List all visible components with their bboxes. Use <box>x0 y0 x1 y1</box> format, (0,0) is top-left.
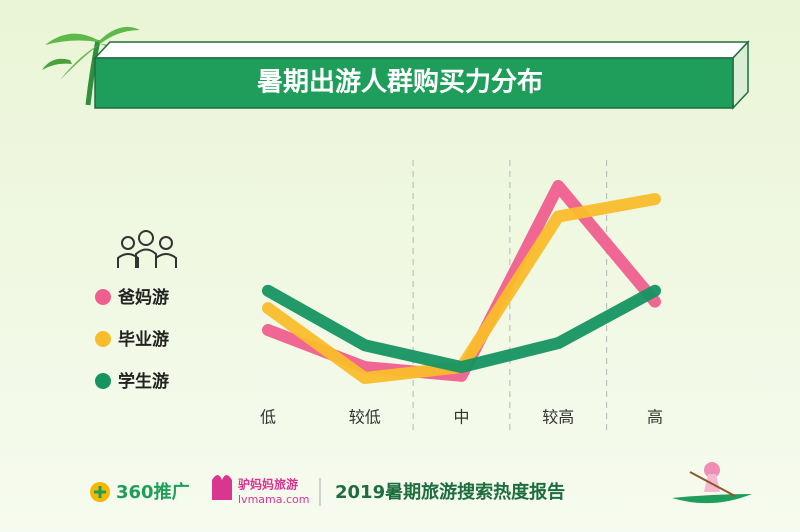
x-tick-label: 中 <box>453 408 469 427</box>
people-icon <box>117 230 177 268</box>
legend-marker <box>95 289 111 305</box>
chart-title: 暑期出游人群购买力分布 <box>257 68 543 98</box>
palm-decoration <box>42 26 140 106</box>
legend-marker <box>95 331 111 347</box>
legend-label: 学生游 <box>118 371 169 392</box>
footer: 360推广 驴妈妈旅游 lvmama.com 2019暑期旅游搜索热度报告 <box>90 462 752 506</box>
title-banner <box>93 40 750 110</box>
report-title: 2019暑期旅游搜索热度报告 <box>335 481 565 503</box>
legend-label: 毕业游 <box>118 329 169 350</box>
partner-url: lvmama.com <box>238 493 309 506</box>
x-tick-label: 较高 <box>542 408 574 427</box>
series-line <box>262 284 661 374</box>
brand: 360推广 <box>116 481 190 503</box>
x-tick-label: 低 <box>260 408 276 427</box>
x-tick-label: 高 <box>647 408 663 427</box>
partner: 驴妈妈旅游 <box>238 477 298 492</box>
legend-marker <box>95 373 111 389</box>
x-tick-label: 较低 <box>349 408 381 427</box>
legend-label: 爸妈游 <box>117 287 169 308</box>
